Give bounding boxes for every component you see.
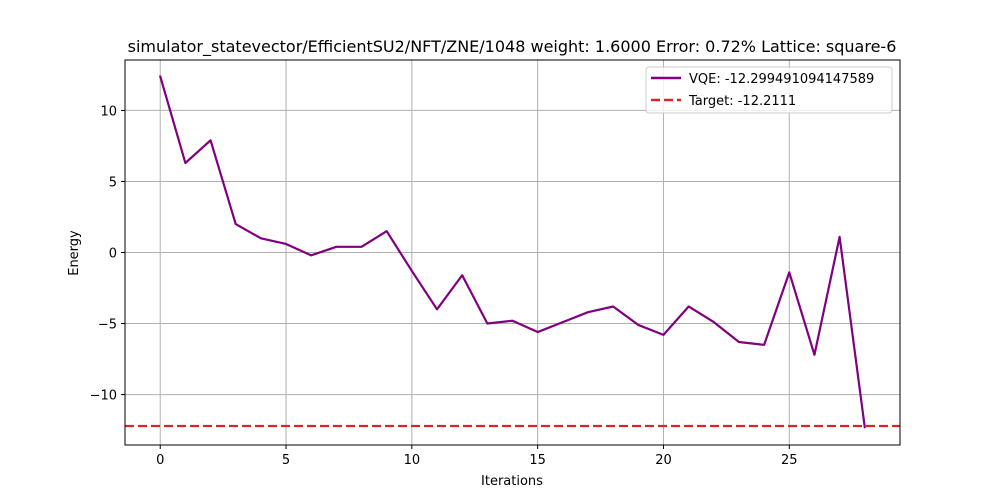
y-tick-label: −5 xyxy=(98,318,117,333)
y-tick-label: 0 xyxy=(109,247,117,262)
x-tick-label: 25 xyxy=(781,453,798,468)
x-tick-label: 20 xyxy=(655,453,672,468)
chart-title: simulator_statevector/EfficientSU2/NFT/Z… xyxy=(128,37,897,57)
y-tick-label: 5 xyxy=(109,175,117,190)
legend-target-label: Target: -12.2111 xyxy=(688,94,796,109)
y-tick-label: −10 xyxy=(90,389,117,404)
y-axis-label: Energy xyxy=(67,230,82,276)
x-axis-label: Iterations xyxy=(481,474,543,489)
x-tick-label: 10 xyxy=(404,453,421,468)
legend: VQE: -12.299491094147589 Target: -12.211… xyxy=(645,66,893,114)
axis-ticks: 0 5 10 15 20 25 −10 −5 0 5 10 xyxy=(90,104,798,468)
series-lines xyxy=(125,75,900,429)
legend-box xyxy=(645,66,893,114)
x-tick-label: 5 xyxy=(282,453,290,468)
y-tick-label: 10 xyxy=(100,104,117,119)
x-tick-label: 0 xyxy=(156,453,164,468)
vqe-energy-line xyxy=(159,75,866,429)
x-tick-label: 15 xyxy=(529,453,546,468)
legend-vqe-label: VQE: -12.299491094147589 xyxy=(689,72,874,87)
